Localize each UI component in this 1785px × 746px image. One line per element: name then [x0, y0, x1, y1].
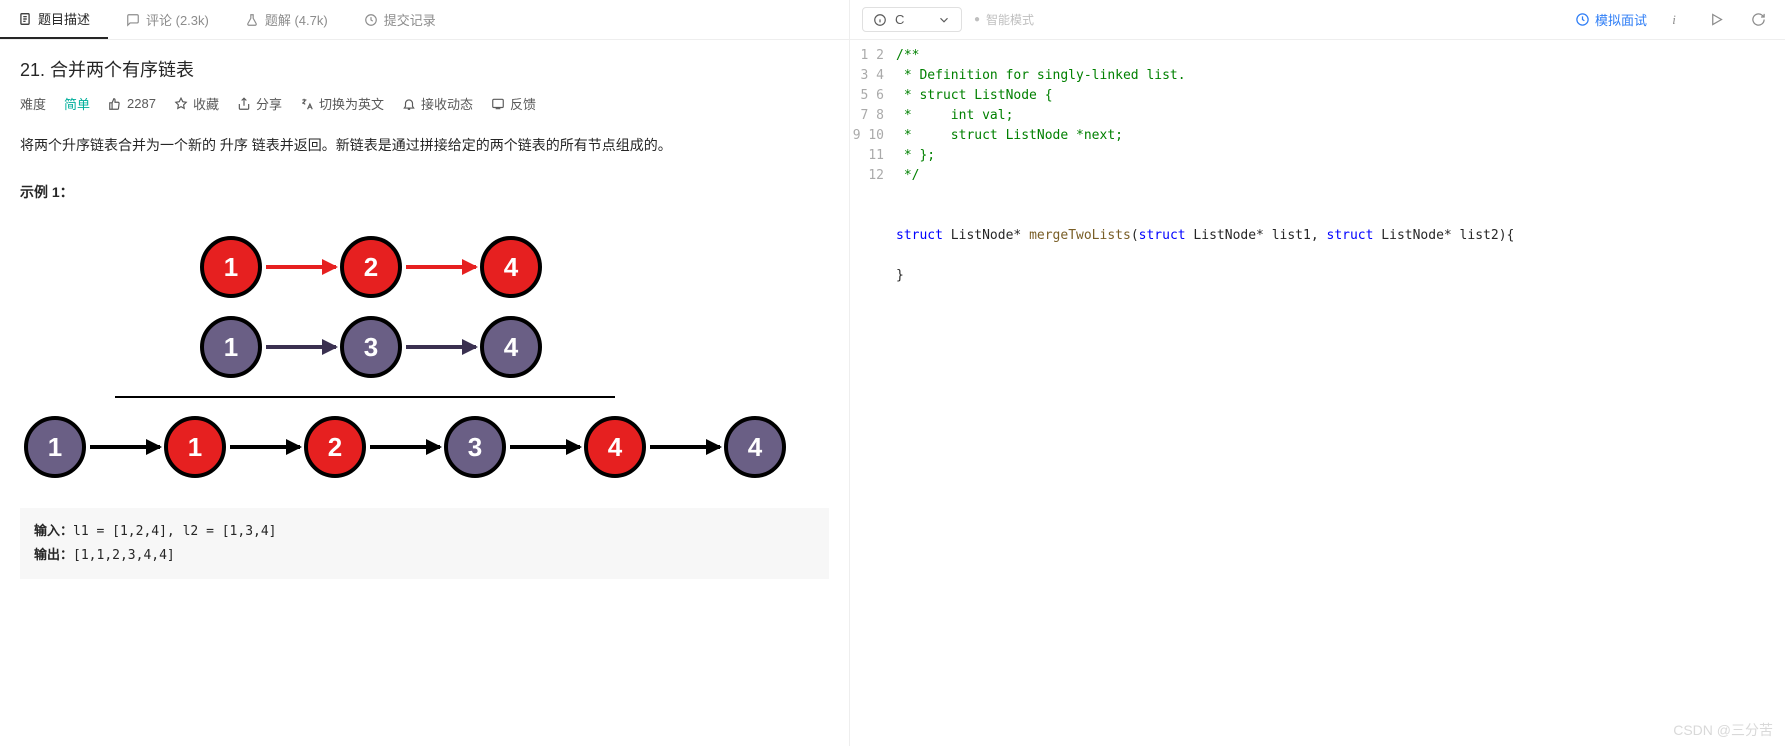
merged-row: 1 1 2 3 4 4 — [20, 416, 829, 478]
tab-label: 题解 (4.7k) — [265, 10, 328, 29]
problem-title: 21. 合并两个有序链表 — [20, 56, 829, 82]
diagram-divider — [115, 396, 615, 398]
left-tabs: 题目描述 评论 (2.3k) 题解 (4.7k) 提交记录 — [0, 0, 849, 40]
list-node: 3 — [340, 316, 402, 378]
tab-label: 提交记录 — [384, 10, 436, 29]
language-select[interactable]: C — [862, 7, 962, 32]
list-node: 4 — [584, 416, 646, 478]
watermark: CSDN @三分苦 — [1673, 720, 1773, 740]
example-label: 示例 1： — [20, 182, 829, 202]
arrow-icon — [650, 445, 720, 449]
list1-row: 1 2 4 — [20, 236, 829, 298]
language-value: C — [895, 12, 904, 27]
info-icon: i — [1672, 12, 1676, 28]
doc-icon — [18, 12, 32, 26]
problem-content: 21. 合并两个有序链表 难度 简单 2287 收藏 分享 切换为英文 — [0, 40, 849, 746]
code-editor[interactable]: 1 2 3 4 5 6 7 8 9 10 11 12 /** * Definit… — [850, 40, 1785, 286]
example-diagram: 1 2 4 1 3 4 1 1 2 3 — [20, 214, 829, 500]
arrow-icon — [266, 265, 336, 269]
tab-description[interactable]: 题目描述 — [0, 0, 108, 39]
list-node: 1 — [200, 236, 262, 298]
refresh-icon — [1751, 12, 1766, 27]
tab-solutions[interactable]: 题解 (4.7k) — [227, 0, 346, 39]
editor-panel: C 智能模式 模拟面试 i 1 2 3 4 5 6 7 8 9 10 11 12… — [850, 0, 1785, 746]
mock-interview-button[interactable]: 模拟面试 — [1575, 10, 1647, 29]
list-node: 2 — [340, 236, 402, 298]
list-node: 4 — [480, 316, 542, 378]
tab-submissions[interactable]: 提交记录 — [346, 0, 454, 39]
info-button[interactable]: i — [1659, 12, 1689, 28]
thumb-icon — [108, 97, 122, 111]
line-gutter: 1 2 3 4 5 6 7 8 9 10 11 12 — [850, 46, 896, 286]
editor-mode[interactable]: 智能模式 — [974, 11, 1034, 28]
feedback-icon — [491, 97, 505, 111]
share-button[interactable]: 分享 — [237, 94, 282, 113]
share-icon — [237, 97, 251, 111]
list-node: 4 — [480, 236, 542, 298]
like-button[interactable]: 2287 — [108, 96, 156, 111]
comment-icon — [126, 13, 140, 27]
list-node: 1 — [24, 416, 86, 478]
translate-icon — [300, 97, 314, 111]
star-icon — [174, 97, 188, 111]
feedback-button[interactable]: 反馈 — [491, 94, 536, 113]
arrow-icon — [90, 445, 160, 449]
list-node: 1 — [164, 416, 226, 478]
reset-button[interactable] — [1743, 12, 1773, 27]
difficulty-label: 难度 — [20, 94, 46, 113]
run-button[interactable] — [1701, 12, 1731, 27]
arrow-icon — [230, 445, 300, 449]
play-icon — [1709, 12, 1724, 27]
arrow-icon — [266, 345, 336, 349]
problem-meta: 难度 简单 2287 收藏 分享 切换为英文 接收动态 — [20, 94, 829, 113]
list-node: 3 — [444, 416, 506, 478]
info-icon — [873, 13, 887, 27]
example-output: 输出：[1,1,2,3,4,4] — [34, 544, 815, 567]
example-input: 输入：l1 = [1,2,4], l2 = [1,3,4] — [34, 520, 815, 543]
list2-row: 1 3 4 — [20, 316, 829, 378]
problem-panel: 题目描述 评论 (2.3k) 题解 (4.7k) 提交记录 21. 合并两个有序… — [0, 0, 850, 746]
flask-icon — [245, 13, 259, 27]
editor-toolbar: C 智能模式 模拟面试 i — [850, 0, 1785, 40]
favorite-button[interactable]: 收藏 — [174, 94, 219, 113]
difficulty-value: 简单 — [64, 94, 90, 113]
arrow-icon — [370, 445, 440, 449]
code-area[interactable]: /** * Definition for singly-linked list.… — [896, 46, 1785, 286]
problem-description: 将两个升序链表合并为一个新的 升序 链表并返回。新链表是通过拼接给定的两个链表的… — [20, 133, 829, 158]
arrow-icon — [510, 445, 580, 449]
chevron-down-icon — [937, 13, 951, 27]
tab-label: 评论 (2.3k) — [146, 10, 209, 29]
arrow-icon — [406, 265, 476, 269]
translate-button[interactable]: 切换为英文 — [300, 94, 384, 113]
tab-comments[interactable]: 评论 (2.3k) — [108, 0, 227, 39]
example-io: 输入：l1 = [1,2,4], l2 = [1,3,4] 输出：[1,1,2,… — [20, 508, 829, 579]
arrow-icon — [406, 345, 476, 349]
bell-icon — [402, 97, 416, 111]
clock-icon — [1575, 12, 1590, 27]
list-node: 4 — [724, 416, 786, 478]
tab-label: 题目描述 — [38, 9, 90, 28]
list-node: 1 — [200, 316, 262, 378]
list-node: 2 — [304, 416, 366, 478]
notify-button[interactable]: 接收动态 — [402, 94, 473, 113]
like-count: 2287 — [127, 96, 156, 111]
history-icon — [364, 13, 378, 27]
